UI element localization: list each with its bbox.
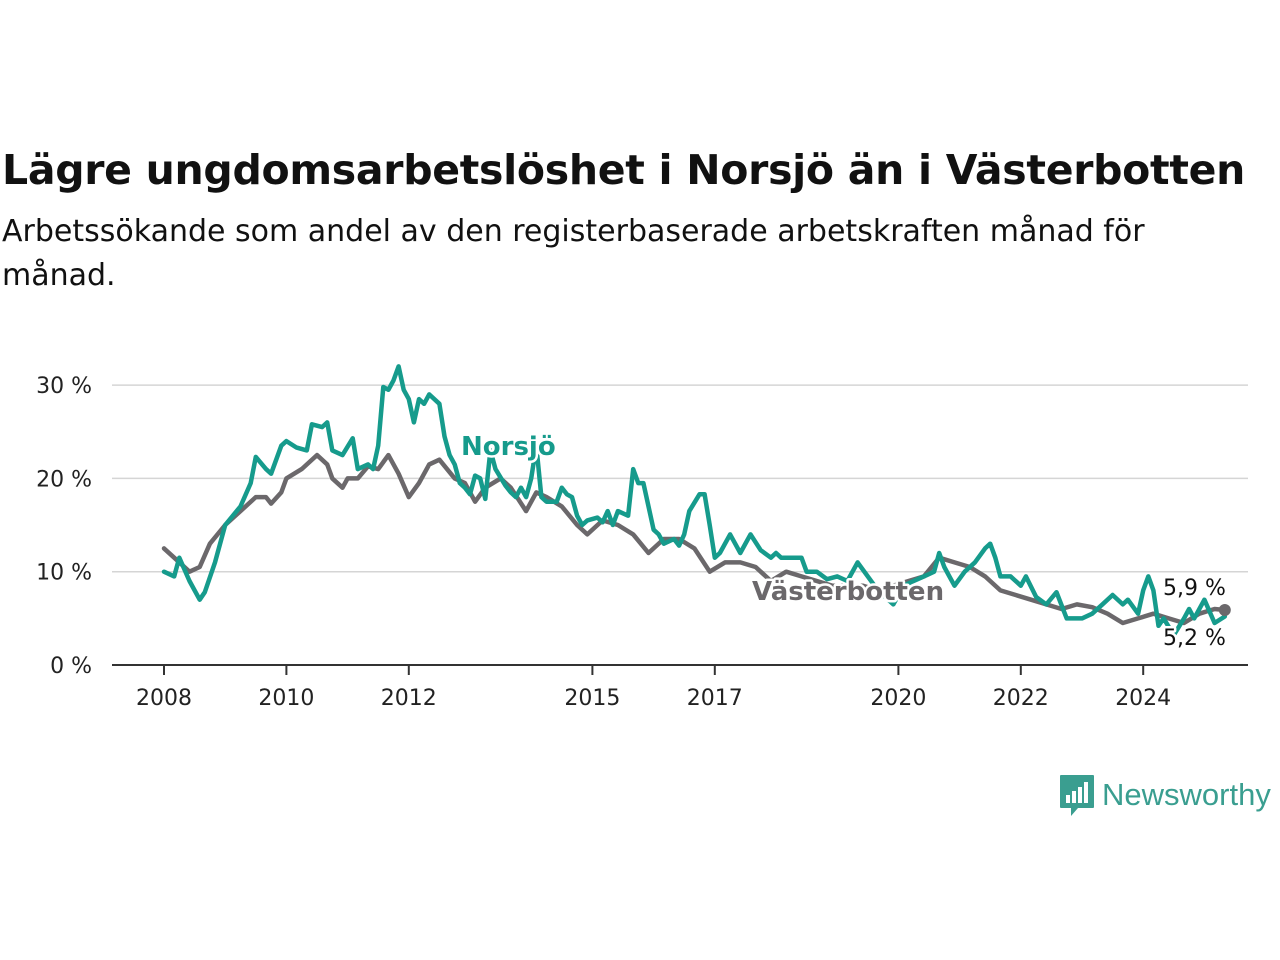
x-tick-label: 2017 bbox=[687, 686, 743, 711]
end-value-norsjo: 5,2 % bbox=[1163, 626, 1226, 651]
series-label-norsjo: Norsjö bbox=[461, 432, 556, 462]
newsworthy-logo: Newsworthy bbox=[1058, 773, 1271, 817]
x-tick-label: 2024 bbox=[1115, 686, 1171, 711]
y-tick-label: 0 % bbox=[50, 654, 92, 679]
y-tick-label: 20 % bbox=[36, 467, 92, 492]
x-axis-ticks: 2008 2010 2012 2015 2017 2020 2022 2024 bbox=[112, 664, 1248, 711]
end-point-vasterbotten bbox=[1218, 603, 1231, 616]
grid-lines bbox=[112, 384, 1248, 573]
x-tick-label: 2015 bbox=[564, 686, 620, 711]
series-label-vasterbotten: Västerbotten bbox=[752, 577, 944, 607]
x-tick-label: 2010 bbox=[258, 686, 314, 711]
x-tick-label: 2022 bbox=[993, 686, 1049, 711]
series-line-norsjo bbox=[161, 364, 1228, 638]
x-tick-label: 2020 bbox=[870, 686, 926, 711]
series-lines bbox=[161, 364, 1231, 638]
logo-text: Newsworthy bbox=[1102, 777, 1271, 812]
chart-subtitle: Arbetssökande som andel av den registerb… bbox=[2, 214, 1145, 293]
series-labels: Norsjö Västerbotten 5,9 % 5,2 % bbox=[459, 430, 1229, 654]
y-tick-label: 10 % bbox=[36, 561, 92, 586]
y-tick-label: 30 % bbox=[36, 374, 92, 399]
series-line-vasterbotten bbox=[161, 452, 1228, 626]
end-value-vasterbotten: 5,9 % bbox=[1163, 576, 1226, 601]
bar-chart-speech-bubble-icon bbox=[1060, 775, 1094, 816]
x-tick-label: 2012 bbox=[381, 686, 437, 711]
y-axis-ticks: 0 % 10 % 20 % 30 % bbox=[36, 374, 92, 679]
chart-title: Lägre ungdomsarbetslöshet i Norsjö än i … bbox=[2, 146, 1246, 194]
x-tick-label: 2008 bbox=[136, 686, 192, 711]
